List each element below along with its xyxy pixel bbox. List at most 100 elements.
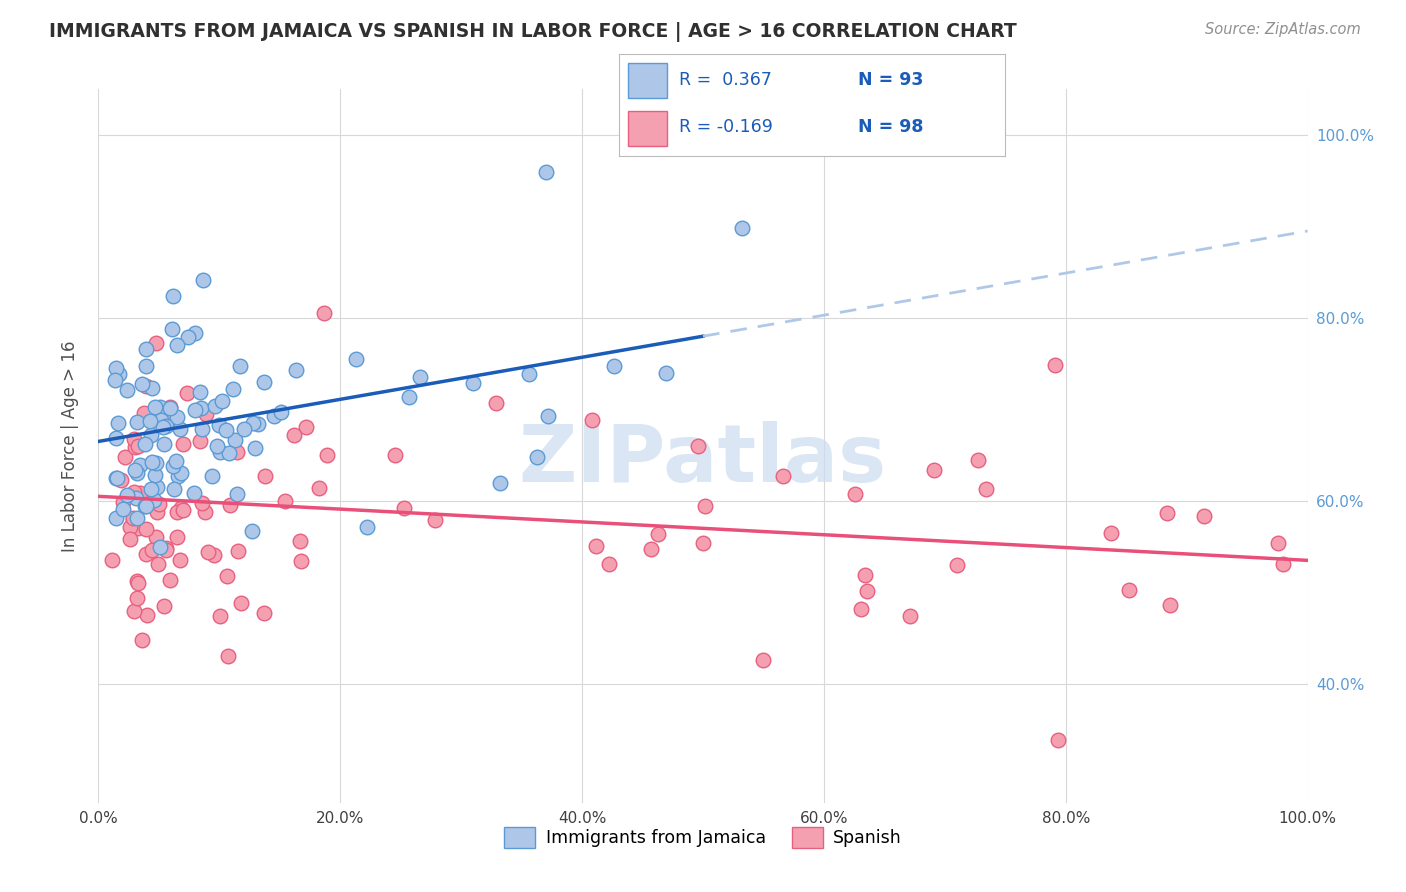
Point	[253, 376, 276, 390]
Point	[294, 420, 316, 434]
Point	[290, 554, 312, 568]
Point	[655, 366, 678, 380]
Point	[163, 482, 186, 496]
Point	[104, 511, 127, 525]
Point	[177, 330, 200, 344]
Point	[104, 361, 127, 376]
Point	[162, 459, 184, 474]
Point	[215, 569, 238, 583]
Point	[851, 602, 873, 616]
Y-axis label: In Labor Force | Age > 16: In Labor Force | Age > 16	[60, 340, 79, 552]
Point	[183, 486, 205, 500]
Point	[534, 164, 557, 178]
Point	[195, 407, 218, 421]
Point	[598, 557, 620, 571]
Point	[191, 422, 214, 436]
Point	[155, 542, 177, 557]
Point	[131, 376, 153, 391]
Point	[127, 521, 149, 535]
Point	[165, 454, 187, 468]
Point	[143, 493, 166, 508]
Point	[224, 433, 246, 447]
Point	[384, 448, 406, 462]
Point	[772, 468, 794, 483]
Point	[148, 497, 170, 511]
Point	[1118, 583, 1140, 598]
Point	[1159, 599, 1181, 613]
Point	[121, 510, 143, 524]
Point	[152, 436, 174, 450]
Point	[169, 553, 191, 567]
Point	[398, 390, 420, 404]
Point	[228, 544, 250, 558]
Point	[253, 606, 276, 620]
Point	[270, 405, 292, 419]
Point	[219, 498, 242, 512]
Point	[135, 359, 157, 373]
Point	[283, 428, 305, 442]
Point	[107, 416, 129, 430]
Point	[170, 501, 193, 516]
Point	[519, 367, 541, 381]
Point	[172, 503, 194, 517]
Point	[146, 505, 169, 519]
Point	[127, 415, 149, 429]
Point	[855, 583, 877, 598]
Text: R =  0.367: R = 0.367	[679, 70, 772, 88]
Point	[110, 473, 132, 487]
Point	[141, 455, 163, 469]
Point	[1272, 557, 1295, 571]
Point	[129, 486, 152, 500]
Point	[974, 482, 997, 496]
Point	[485, 396, 508, 410]
Point	[134, 437, 156, 451]
Point	[139, 414, 162, 428]
Point	[155, 419, 177, 434]
Point	[356, 519, 378, 533]
Text: R = -0.169: R = -0.169	[679, 118, 772, 136]
Point	[127, 575, 149, 590]
Point	[752, 653, 775, 667]
Point	[129, 458, 152, 473]
Point	[253, 469, 276, 483]
Point	[191, 273, 214, 287]
Point	[135, 379, 157, 393]
Point	[218, 445, 240, 459]
Point	[274, 494, 297, 508]
Point	[125, 574, 148, 588]
Point	[127, 439, 149, 453]
Point	[229, 595, 252, 609]
Point	[922, 462, 945, 476]
Point	[136, 607, 159, 622]
Point	[172, 437, 194, 451]
Point	[166, 338, 188, 352]
Point	[145, 336, 167, 351]
Point	[226, 486, 249, 500]
Point	[693, 499, 716, 513]
Point	[152, 420, 174, 434]
Point	[160, 322, 183, 336]
Bar	[628, 111, 666, 145]
Point	[155, 541, 177, 555]
Point	[232, 422, 254, 436]
Point	[115, 383, 138, 397]
Point	[141, 381, 163, 395]
Point	[166, 469, 188, 483]
Point	[226, 444, 249, 458]
Point	[201, 469, 224, 483]
Point	[191, 495, 214, 509]
Point	[312, 306, 335, 320]
Point	[603, 359, 626, 373]
Point	[1267, 536, 1289, 550]
Point	[145, 468, 167, 483]
Point	[190, 401, 212, 415]
Point	[423, 513, 446, 527]
Point	[308, 481, 330, 495]
Point	[118, 532, 141, 546]
Point	[207, 439, 229, 453]
Point	[131, 633, 153, 648]
Point	[149, 540, 172, 554]
Point	[217, 648, 239, 663]
Point	[1156, 506, 1178, 520]
Point	[290, 534, 312, 549]
